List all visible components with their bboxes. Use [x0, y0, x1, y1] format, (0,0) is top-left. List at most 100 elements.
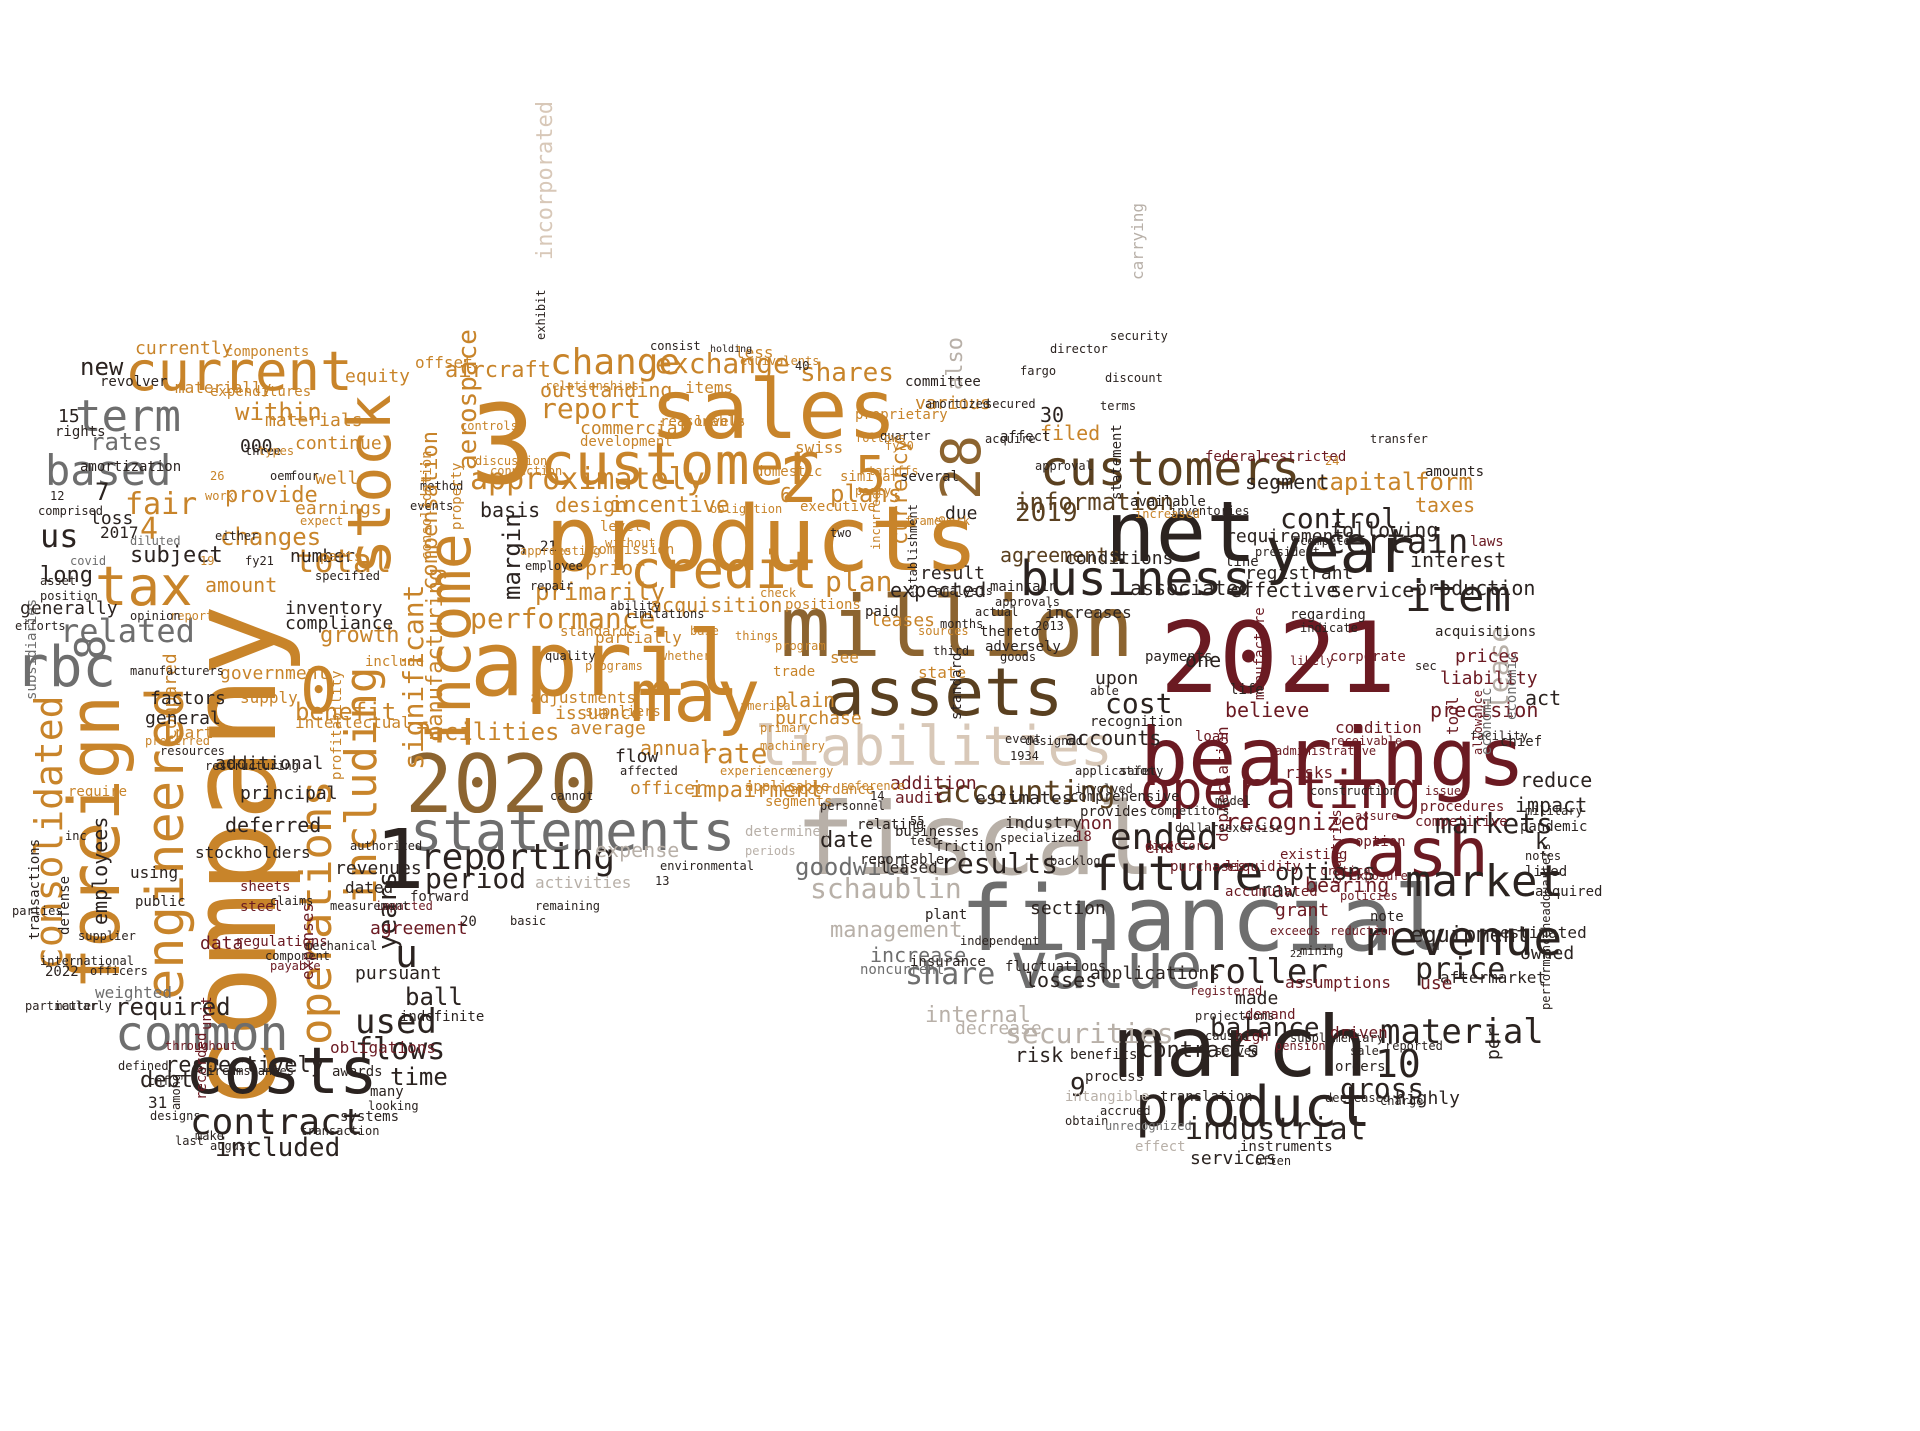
cloud-word: pandemic [1520, 819, 1588, 835]
cloud-word: fair [125, 487, 198, 522]
cloud-word: amounts [1425, 464, 1485, 480]
cloud-word: 14 [870, 789, 885, 803]
cloud-word: chief [1500, 734, 1543, 750]
cloud-word: critical [1320, 864, 1378, 878]
cloud-word: statements [410, 800, 736, 863]
cloud-word: officer [630, 778, 706, 799]
cloud-word: loss [90, 508, 134, 529]
cloud-word: relationships [545, 379, 639, 393]
cloud-word: changes [220, 523, 322, 551]
cloud-word: defined [118, 1059, 169, 1073]
cloud-word: decrease [955, 1018, 1042, 1039]
cloud-word: services [1190, 1148, 1277, 1169]
cloud-word: exposure [1350, 869, 1408, 883]
cloud-word: ended [1110, 817, 1219, 858]
cloud-word: equipment [1410, 923, 1530, 948]
cloud-word: materials [265, 410, 363, 431]
cloud-word: 21 [540, 539, 557, 555]
cloud-word: expense [595, 838, 680, 862]
cloud-word: operating [1140, 761, 1422, 821]
cloud-word: reported [1385, 1039, 1443, 1053]
cloud-word: debt [140, 1068, 193, 1093]
cloud-word: 2017 [100, 523, 139, 542]
cloud-word: purchase [775, 708, 862, 729]
cloud-word: likely [1290, 654, 1334, 668]
cloud-word: forward [410, 889, 470, 905]
cloud-word: whether [660, 649, 711, 663]
cloud-word: 2019 [1015, 498, 1078, 528]
cloud-word: transaction [300, 1124, 380, 1138]
cloud-word: using [130, 863, 179, 882]
cloud-word: requirements [1225, 526, 1356, 547]
cloud-word: expect [300, 514, 344, 528]
cloud-word: plan [825, 565, 893, 598]
cloud-word: fy21 [245, 554, 274, 568]
cloud-word: within [235, 398, 322, 426]
cloud-word: fy20 [885, 439, 914, 453]
cloud-word: 31 [148, 1093, 168, 1112]
cloud-word: corporate [1330, 649, 1406, 665]
cloud-word: service [1330, 578, 1415, 602]
cloud-word: analysis [935, 584, 993, 598]
cloud-word: rate [700, 737, 768, 770]
cloud-word: goodwill [795, 853, 911, 881]
cloud-word: independent [960, 934, 1040, 948]
cloud-word: aftermarket [1440, 968, 1546, 987]
cloud-word: condition [1335, 718, 1422, 737]
cloud-word: test [910, 834, 939, 848]
cloud-word: sec [1415, 659, 1437, 673]
cloud-word: lived [1525, 864, 1568, 880]
cloud-word: four [290, 469, 319, 483]
cloud-word: supplementary [1290, 1031, 1384, 1045]
cloud-word: several [900, 469, 960, 485]
cloud-word: pursuant [355, 963, 442, 984]
cloud-word: product [1135, 1075, 1372, 1140]
cloud-word: 2 [780, 444, 818, 517]
cloud-word: involved [1075, 782, 1133, 796]
cloud-word: actual [975, 605, 1019, 619]
cloud-word: material [1380, 1012, 1544, 1052]
cloud-word: cost [1105, 687, 1173, 720]
cloud-word: comprehensive [1070, 789, 1180, 805]
cloud-word: 40 [795, 359, 810, 373]
cloud-word: tax [95, 555, 193, 618]
cloud-word: noncurrent [860, 962, 945, 978]
cloud-word: 000 [240, 436, 273, 457]
cloud-word: president [1255, 545, 1321, 559]
cloud-word: 9 [1070, 1073, 1086, 1103]
cloud-word: believe [1225, 698, 1310, 722]
cloud-word: 5 [855, 446, 887, 506]
cloud-word: made [1235, 988, 1279, 1009]
cloud-word: average [570, 718, 646, 739]
cloud-word: offset [415, 353, 473, 372]
cloud-word: related [60, 612, 195, 650]
cloud-word: effective [1230, 578, 1339, 602]
cloud-word: reportable [860, 852, 945, 868]
cloud-word: cash [1325, 814, 1489, 893]
cloud-word: director [1050, 342, 1108, 356]
cloud-word: reduce [1520, 768, 1593, 792]
cloud-word: payments [1145, 649, 1213, 665]
cloud-word: date [820, 828, 873, 853]
cloud-word: estimates [975, 788, 1073, 809]
cloud-word: secured [985, 397, 1036, 411]
cloud-word: basis [480, 498, 541, 522]
cloud-word: markets [1435, 807, 1554, 840]
cloud-word: paid [865, 604, 899, 620]
cloud-word: management [830, 918, 963, 943]
cloud-word: future [1090, 846, 1264, 902]
cloud-word: military [1525, 804, 1583, 818]
cloud-word: line [1225, 554, 1259, 570]
cloud-word: agreements [1000, 543, 1121, 567]
cloud-word: component [265, 949, 331, 963]
cloud-word: principal [240, 783, 338, 804]
cloud-word: safety [1120, 764, 1164, 778]
cloud-word: expected [890, 578, 987, 602]
cloud-word: thereto [980, 624, 1040, 640]
cloud-word: 12 [50, 489, 65, 503]
cloud-word: less [735, 343, 774, 362]
cloud-word: accrued [1100, 1104, 1151, 1118]
cloud-word: contract [190, 1102, 364, 1143]
cloud-word: design [555, 493, 628, 517]
cloud-word: restructuring [205, 759, 299, 773]
